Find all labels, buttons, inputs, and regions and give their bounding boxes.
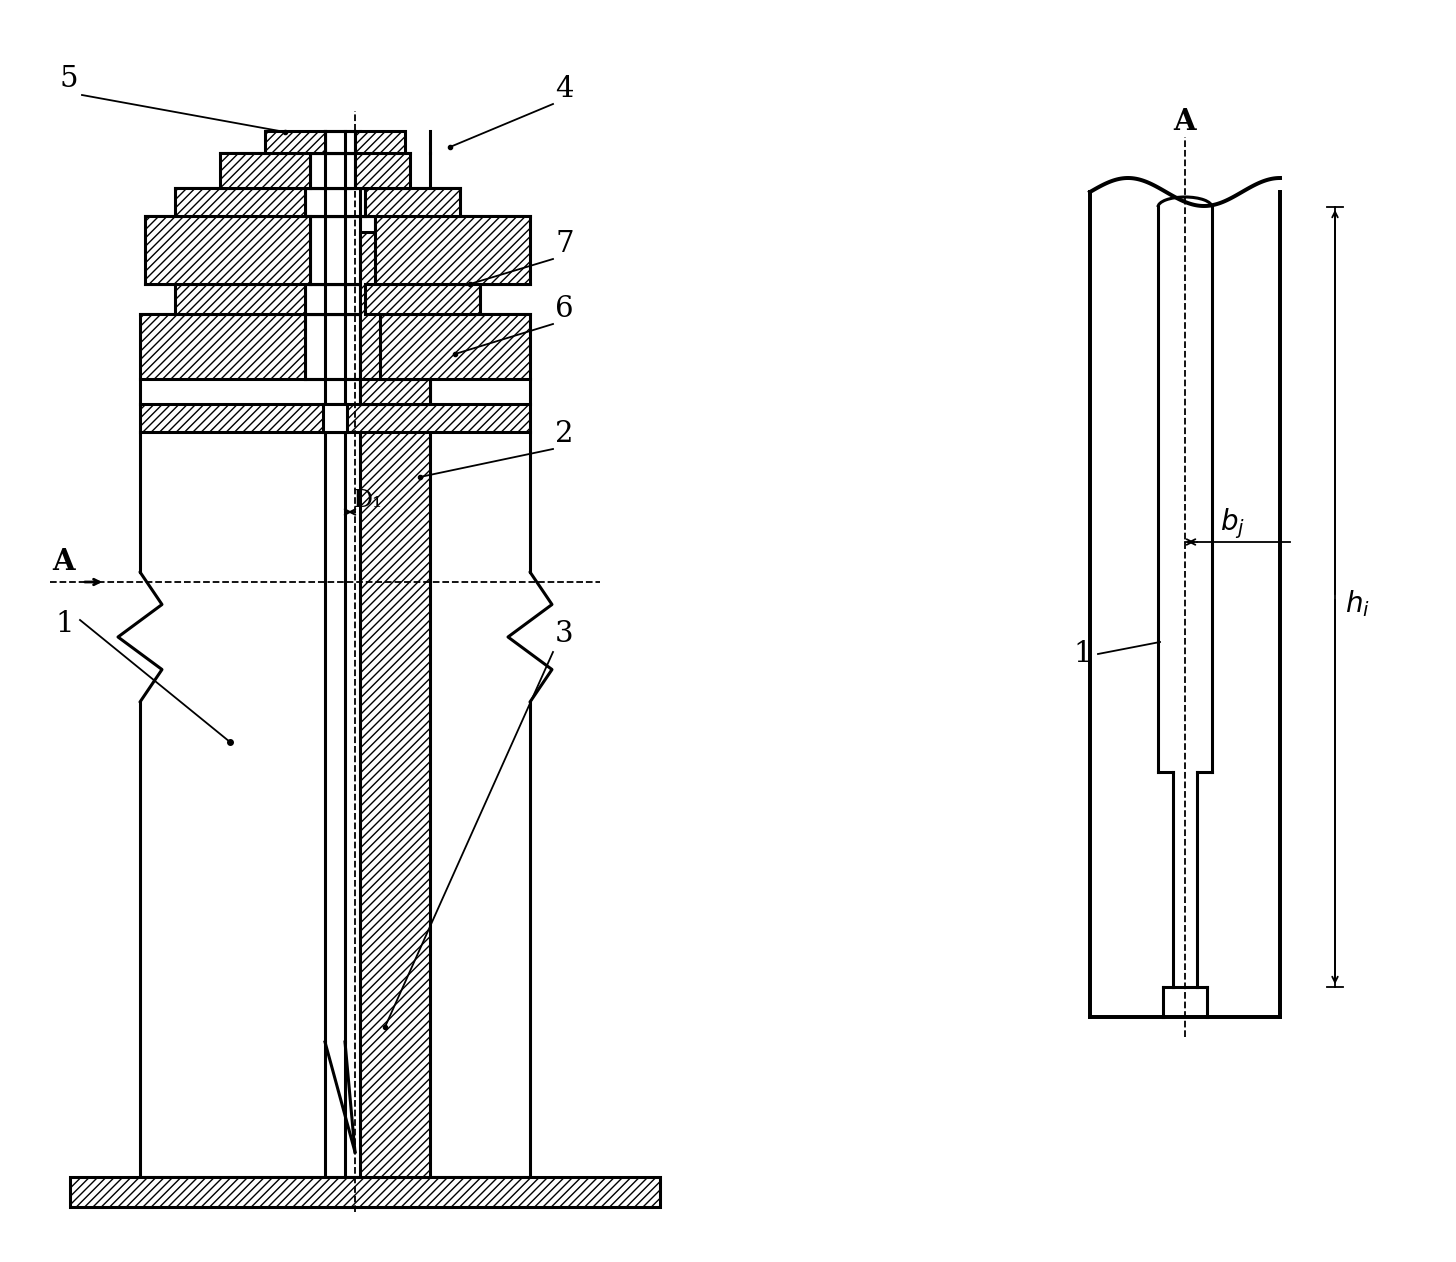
Bar (360, 232, 430, 1177)
Text: A: A (52, 546, 74, 575)
Bar (140, 404, 530, 432)
Text: 1: 1 (55, 610, 73, 639)
Text: 4: 4 (555, 74, 574, 103)
Text: A: A (1174, 107, 1195, 136)
Bar (365, 188, 460, 216)
Bar (376, 216, 530, 284)
Bar (360, 379, 430, 404)
Bar (220, 153, 310, 188)
Bar (304, 188, 365, 216)
Bar (380, 314, 530, 379)
Text: $h_i$: $h_i$ (1345, 588, 1370, 618)
Bar (355, 153, 411, 188)
Bar (304, 284, 365, 314)
Text: 6: 6 (555, 295, 574, 323)
Text: 3: 3 (555, 620, 574, 647)
Bar (175, 284, 304, 314)
Text: 1: 1 (1073, 640, 1092, 668)
Bar (175, 188, 304, 216)
Bar (146, 216, 310, 284)
Text: 5: 5 (60, 66, 79, 93)
Bar (70, 1177, 660, 1206)
Bar (304, 314, 380, 379)
Bar (310, 153, 355, 188)
Text: $b_j$: $b_j$ (1220, 506, 1245, 541)
Bar (140, 314, 304, 379)
Bar (265, 131, 325, 153)
Bar (323, 404, 347, 432)
Bar (355, 131, 405, 153)
Bar (325, 131, 355, 153)
Text: D₁: D₁ (352, 488, 383, 512)
Text: 2: 2 (555, 420, 574, 448)
Text: 7: 7 (555, 230, 574, 257)
Bar (310, 216, 376, 284)
Bar (365, 284, 480, 314)
